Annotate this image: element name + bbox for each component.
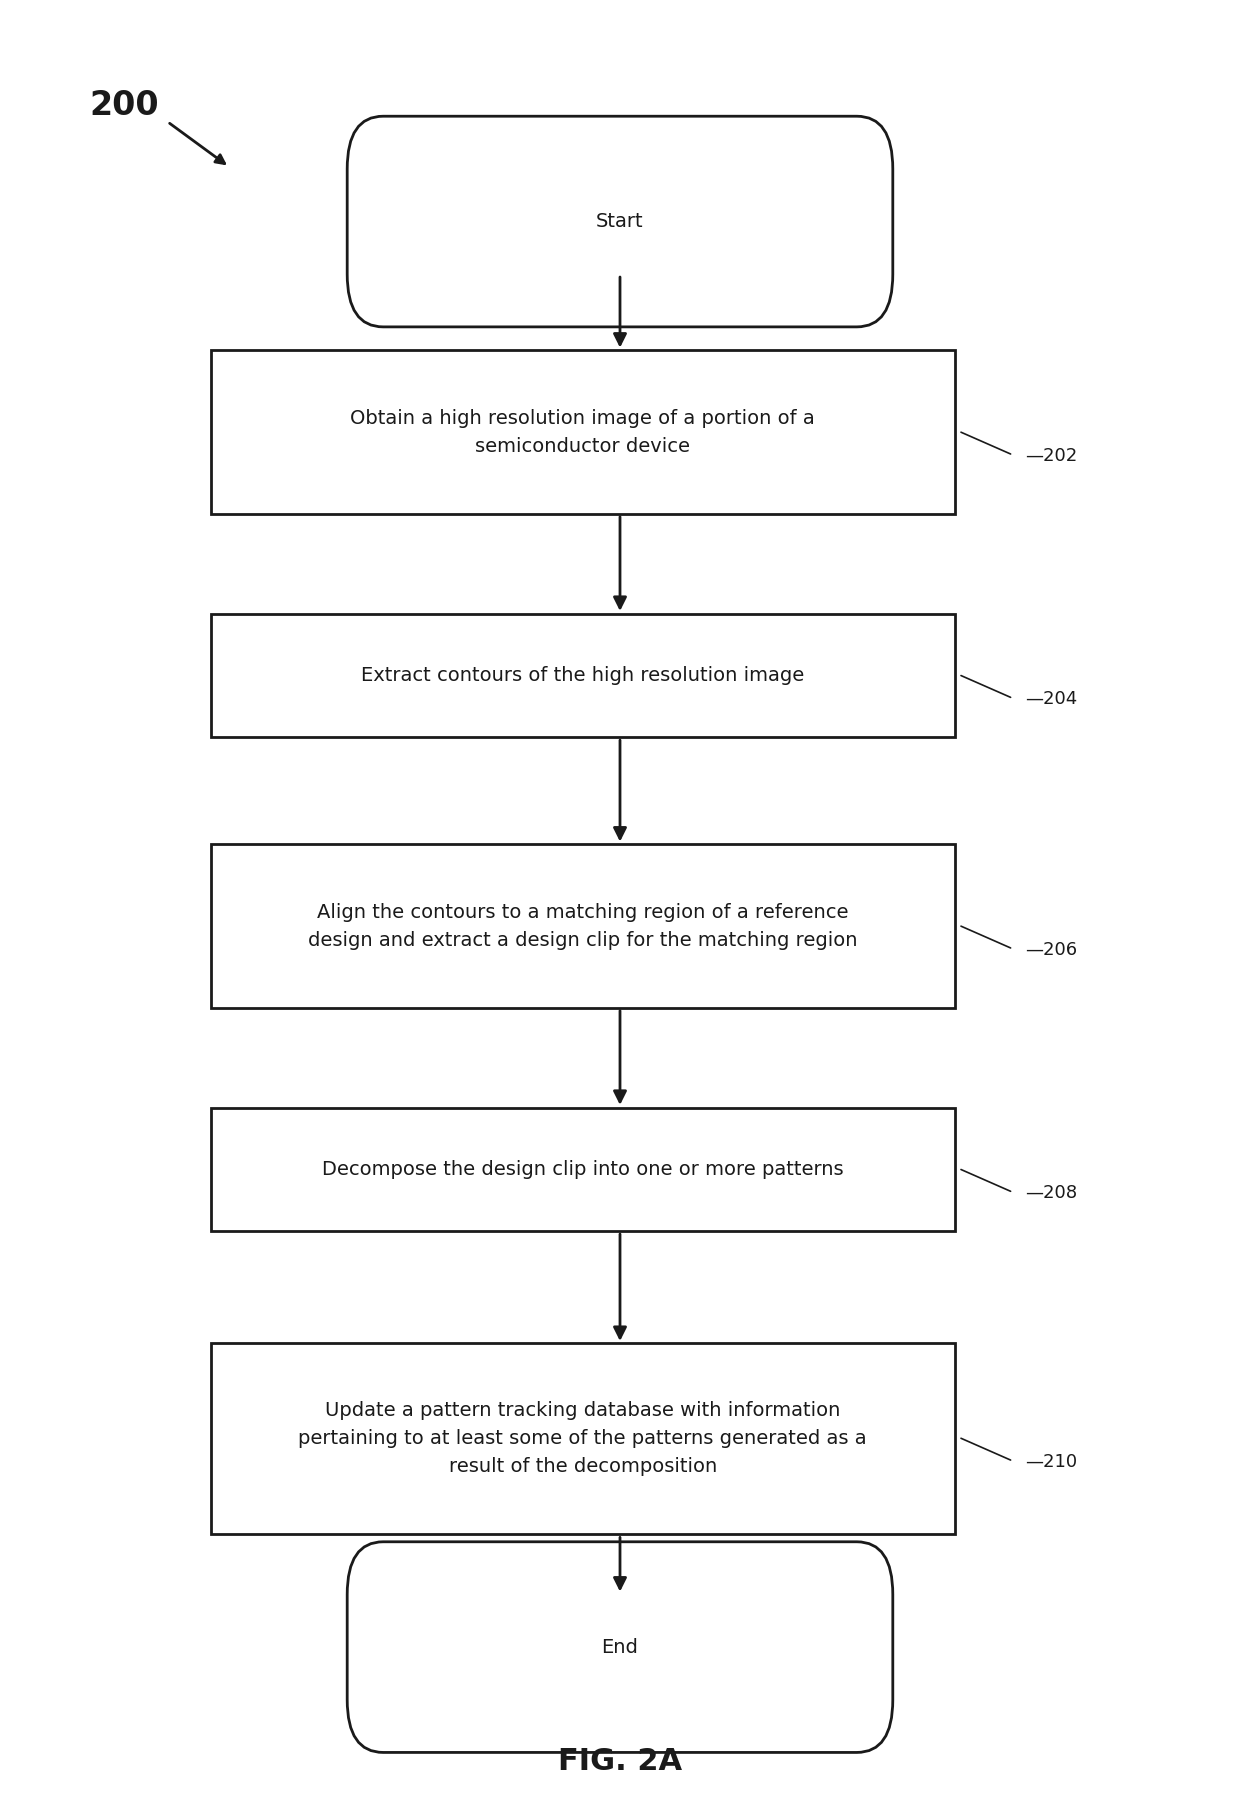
Text: —210: —210 [1025,1453,1078,1471]
FancyBboxPatch shape [211,844,955,1008]
Text: 200: 200 [89,89,159,122]
Text: Obtain a high resolution image of a portion of a
semiconductor device: Obtain a high resolution image of a port… [351,409,815,456]
Text: —206: —206 [1025,941,1078,959]
FancyBboxPatch shape [211,350,955,514]
Text: End: End [601,1638,639,1656]
Text: Update a pattern tracking database with information
pertaining to at least some : Update a pattern tracking database with … [299,1400,867,1476]
Text: —202: —202 [1025,447,1078,465]
FancyBboxPatch shape [211,1108,955,1231]
FancyBboxPatch shape [211,1342,955,1533]
Text: Start: Start [596,212,644,231]
Text: Extract contours of the high resolution image: Extract contours of the high resolution … [361,666,805,685]
Text: Align the contours to a matching region of a reference
design and extract a desi: Align the contours to a matching region … [308,903,858,950]
Text: Decompose the design clip into one or more patterns: Decompose the design clip into one or mo… [322,1160,843,1179]
FancyBboxPatch shape [211,614,955,737]
Text: —208: —208 [1025,1184,1078,1202]
Text: —204: —204 [1025,690,1078,708]
Text: FIG. 2A: FIG. 2A [558,1747,682,1776]
FancyBboxPatch shape [347,1542,893,1752]
FancyBboxPatch shape [347,116,893,327]
